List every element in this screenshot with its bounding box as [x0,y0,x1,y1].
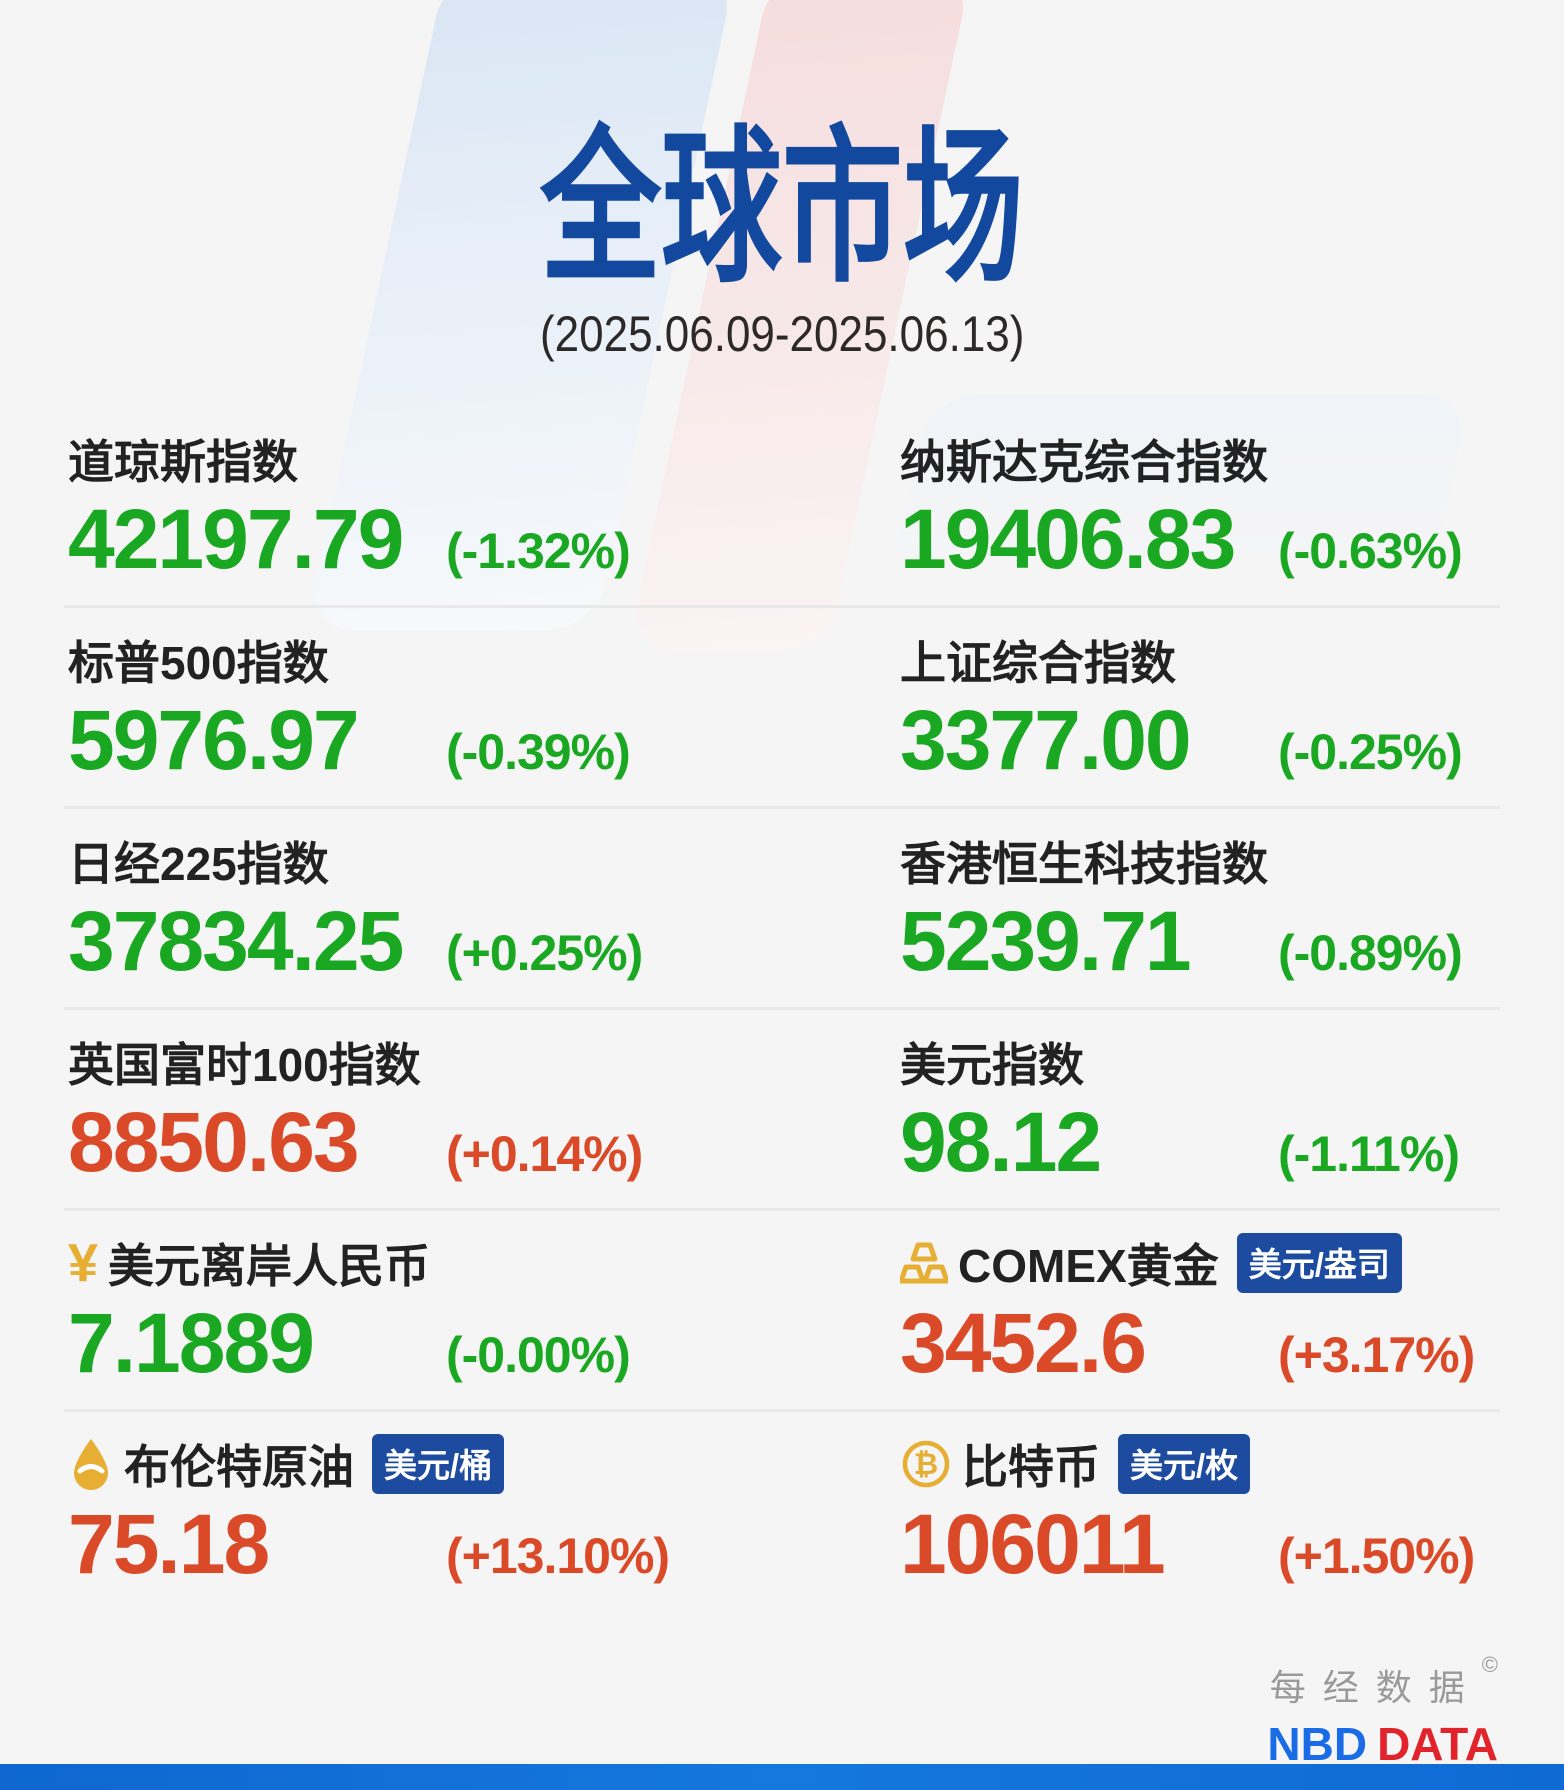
brand-chinese: 每经数据© [1267,1652,1498,1711]
oil-drop-icon [68,1437,114,1491]
market-label: 上证综合指数 [900,637,1176,690]
unit-badge: 美元/盎司 [1236,1233,1402,1294]
market-value: 75.18 [68,1497,270,1592]
market-label: 道琼斯指数 [68,436,298,489]
market-row-2: 标普500指数 5976.97 (-0.39%) 上证综合指数 3377.00 … [64,608,1500,810]
market-change: (+3.17%) [1278,1327,1475,1384]
brand-nbd-text: NBD [1267,1718,1368,1770]
market-value: 5976.97 [68,693,360,788]
nbd-data-logo: 每经数据© NBD DATA [1267,1652,1498,1771]
market-change: (-0.25%) [1278,724,1463,781]
market-value: 98.12 [900,1095,1102,1190]
market-cell-bitcoin: ₿ 比特币 美元/枚 106011 (+1.50%) [896,1434,1500,1594]
brand-english: NBD DATA [1267,1717,1498,1771]
markets-grid: 道琼斯指数 42197.79 (-1.32%) 纳斯达克综合指数 19406.8… [64,407,1500,1610]
market-label: 美元指数 [900,1039,1084,1092]
market-row-4: 英国富时100指数 8850.63 (+0.14%) 美元指数 98.12 (-… [64,1010,1500,1212]
unit-badge: 美元/枚 [1118,1434,1251,1495]
market-label: 香港恒生科技指数 [900,838,1268,891]
market-value: 3452.6 [900,1296,1147,1391]
market-change: (+13.10%) [446,1528,670,1585]
market-label: 标普500指数 [68,637,329,690]
market-cell-nasdaq: 纳斯达克综合指数 19406.83 (-0.63%) [896,431,1500,589]
market-change: (-1.32%) [446,523,631,580]
gold-bars-icon [900,1241,948,1285]
bottom-accent-bar [0,1764,1564,1790]
market-label: 布伦特原油 [124,1441,354,1494]
market-label: 比特币 [962,1441,1100,1494]
market-value: 19406.83 [900,492,1236,587]
market-cell-dow-jones: 道琼斯指数 42197.79 (-1.32%) [64,431,896,589]
market-cell-ftse100: 英国富时100指数 8850.63 (+0.14%) [64,1034,896,1192]
market-change: (-0.63%) [1278,523,1463,580]
market-value: 7.1889 [68,1296,315,1391]
market-cell-sp500: 标普500指数 5976.97 (-0.39%) [64,632,896,790]
market-change: (+0.14%) [446,1126,643,1183]
market-value: 8850.63 [68,1095,360,1190]
market-cell-hang-seng-tech: 香港恒生科技指数 5239.71 (-0.89%) [896,833,1500,991]
copyright-mark: © [1481,1652,1498,1677]
market-cell-comex-gold: COMEX黄金 美元/盎司 3452.6 (+3.17%) [896,1233,1500,1393]
market-value: 37834.25 [68,894,404,989]
market-cell-nikkei225: 日经225指数 37834.25 (+0.25%) [64,833,896,991]
market-change: (+1.50%) [1278,1528,1475,1585]
bitcoin-icon: ₿ [900,1438,952,1490]
market-label: 美元离岸人民币 [108,1240,431,1293]
market-row-1: 道琼斯指数 42197.79 (-1.32%) 纳斯达克综合指数 19406.8… [64,407,1500,609]
unit-badge: 美元/桶 [372,1434,505,1495]
market-label: 纳斯达克综合指数 [900,436,1268,489]
header: 全球市场 (2025.06.09-2025.06.13) [0,0,1564,363]
market-value: 3377.00 [900,693,1192,788]
market-cell-dollar-index: 美元指数 98.12 (-1.11%) [896,1034,1500,1192]
date-range: (2025.06.09-2025.06.13) [539,306,1025,363]
market-value: 5239.71 [900,894,1192,989]
yen-icon: ¥ [68,1233,99,1294]
market-row-3: 日经225指数 37834.25 (+0.25%) 香港恒生科技指数 5239.… [64,809,1500,1011]
page-title: 全球市场 [540,114,1024,302]
market-change: (+0.25%) [446,925,643,982]
market-row-5: ¥ 美元离岸人民币 7.1889 (-0.00%) [64,1211,1500,1413]
market-cell-shanghai-composite: 上证综合指数 3377.00 (-0.25%) [896,632,1500,790]
market-change: (-1.11%) [1278,1126,1460,1183]
market-cell-brent-crude: 布伦特原油 美元/桶 75.18 (+13.10%) [64,1434,896,1594]
market-value: 42197.79 [68,492,404,587]
brand-data-text: DATA [1377,1718,1498,1770]
market-label: 日经225指数 [68,838,329,891]
market-row-6: 布伦特原油 美元/桶 75.18 (+13.10%) ₿ 比特币 [64,1412,1500,1610]
market-change: (-0.89%) [1278,925,1463,982]
market-label: 英国富时100指数 [68,1039,421,1092]
brand-chinese-text: 每经数据 [1269,1667,1482,1708]
svg-text:₿: ₿ [914,1447,938,1482]
market-value: 106011 [900,1497,1166,1592]
market-label: COMEX黄金 [958,1240,1219,1293]
market-change: (-0.39%) [446,724,631,781]
market-change: (-0.00%) [446,1327,631,1384]
market-cell-usd-cnh: ¥ 美元离岸人民币 7.1889 (-0.00%) [64,1235,896,1393]
